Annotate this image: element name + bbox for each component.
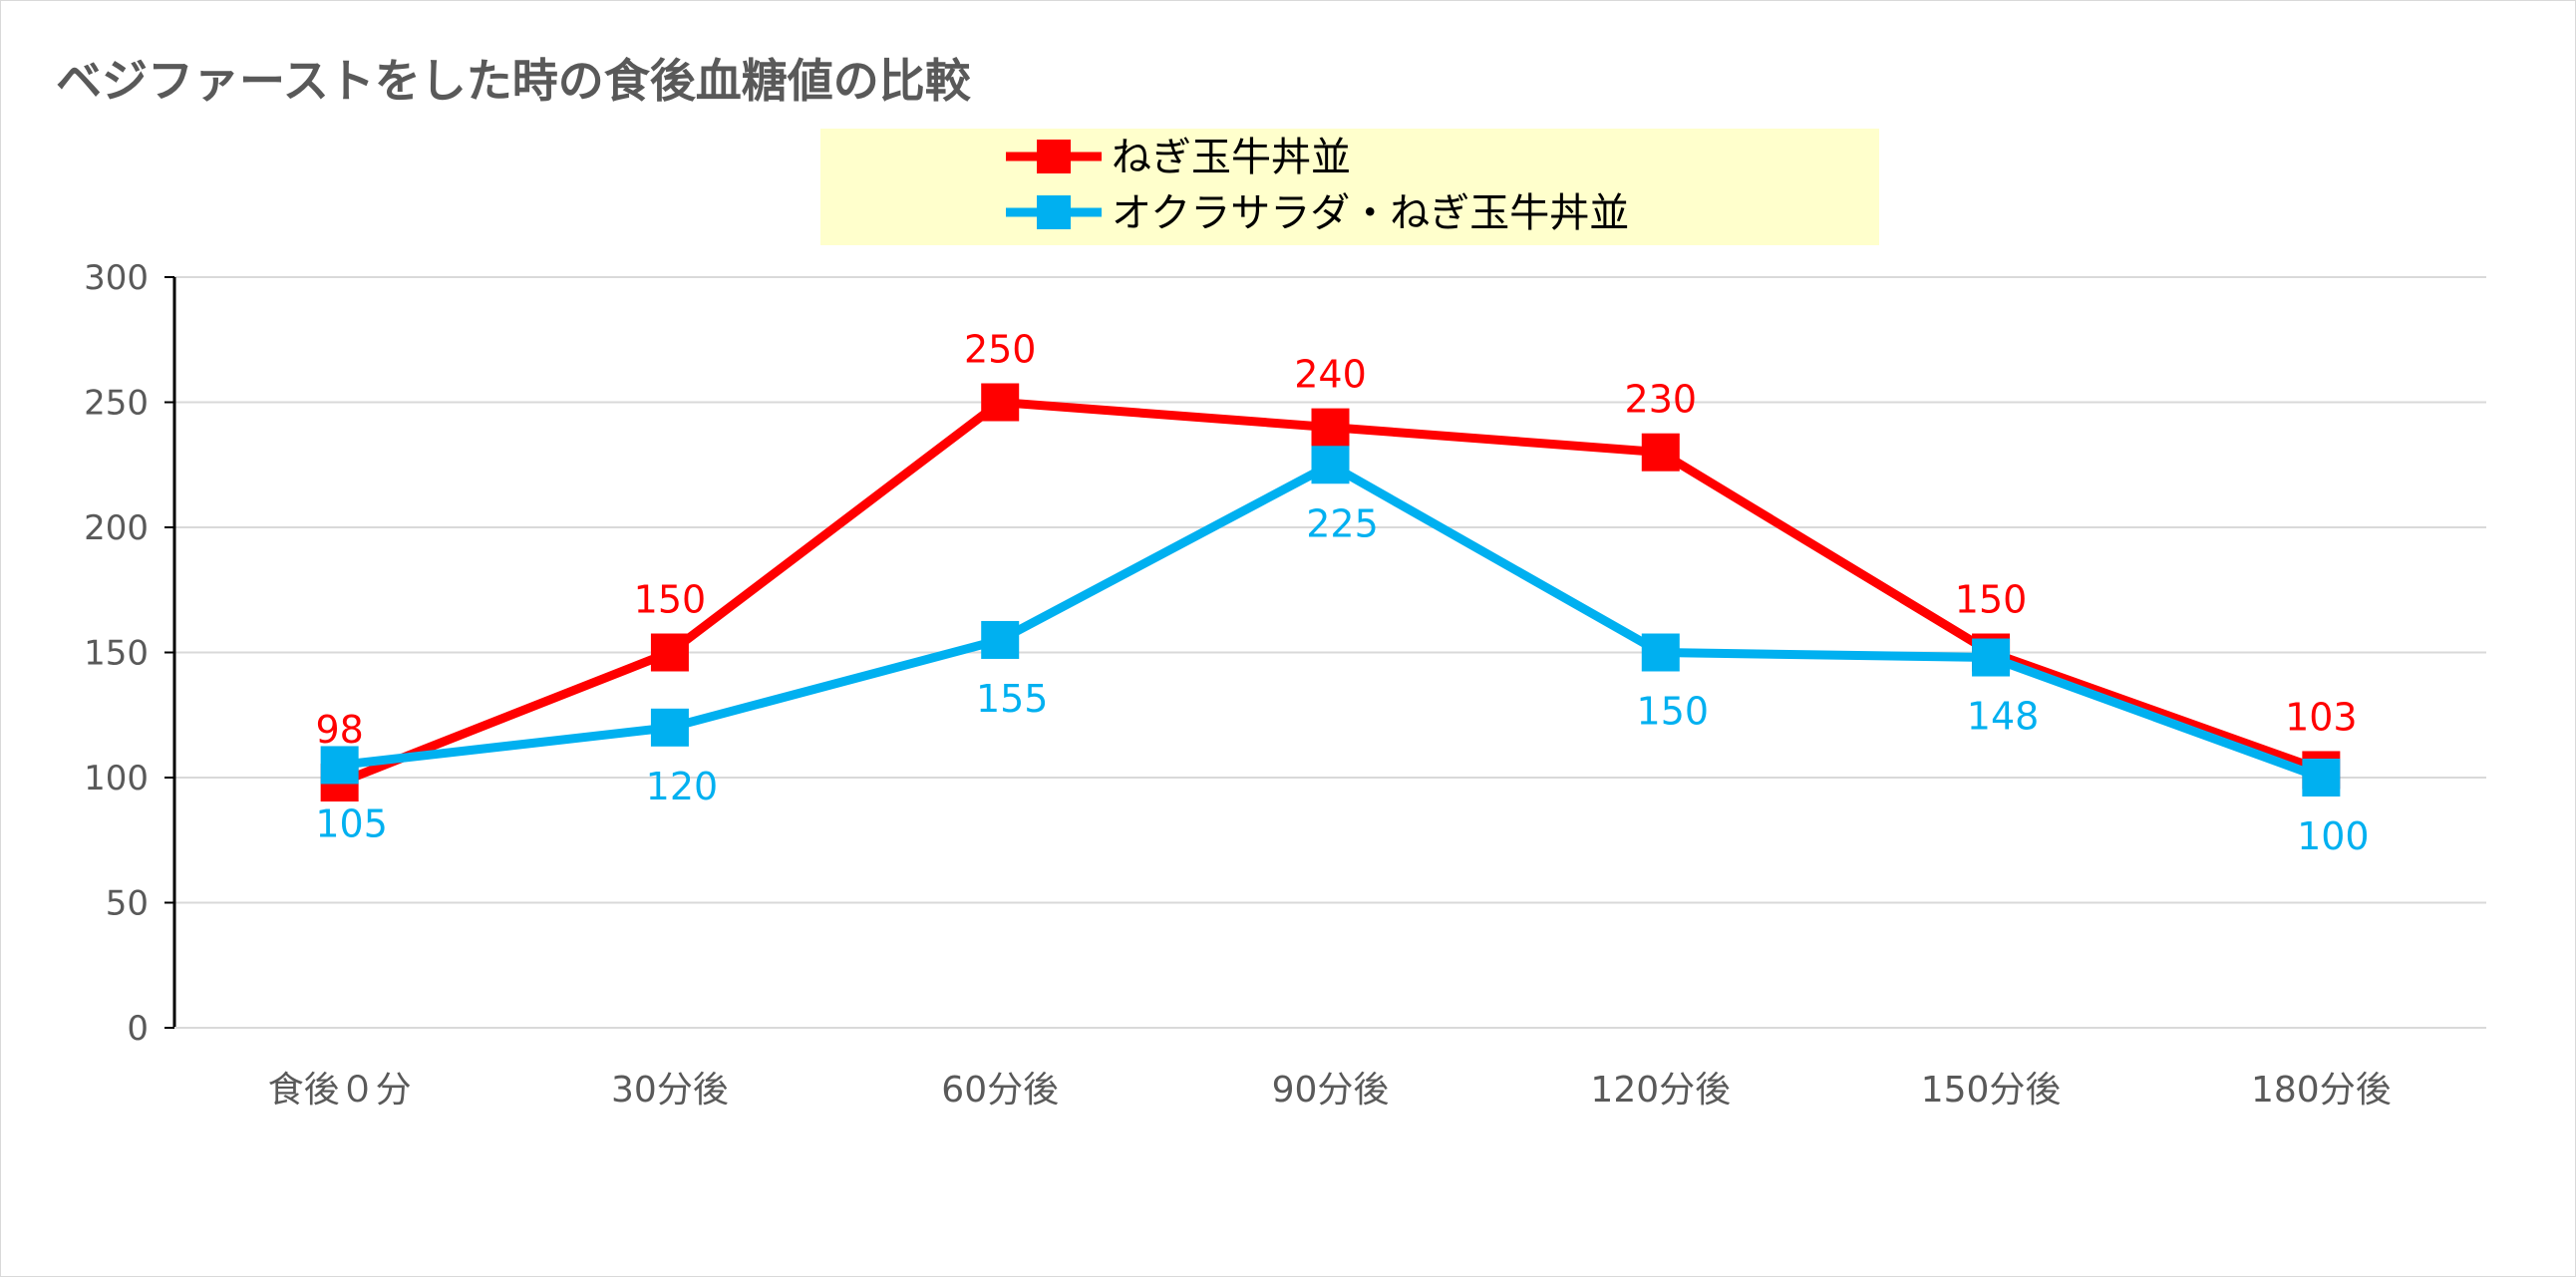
legend-swatch-marker: [1037, 195, 1071, 229]
legend-background: [820, 129, 1879, 245]
data-point: [1641, 633, 1680, 672]
data-label: 225: [1306, 501, 1379, 545]
data-labels: 98 150 250 240 230 150 103 105 120 155 225 150 148 10…: [315, 328, 2369, 859]
data-point: [1972, 638, 2011, 677]
x-axis-ticks: 食後０分 30分後 60分後 90分後 120分後 150分後 180分後: [268, 1070, 2392, 1111]
y-tick-label: 50: [106, 884, 149, 924]
data-label: 105: [315, 801, 388, 845]
chart-title: ベジファーストをした時の食後血糖値の比較: [56, 54, 972, 108]
data-point: [2302, 759, 2341, 797]
data-point: [981, 383, 1020, 422]
x-tick-label: 150分後: [1921, 1070, 2062, 1111]
y-tick-label: 250: [84, 384, 149, 424]
data-point: [650, 633, 689, 672]
x-tick-label: 90分後: [1272, 1070, 1390, 1111]
data-label: 240: [1294, 353, 1367, 397]
gridlines: [174, 276, 2486, 904]
data-label: 120: [646, 765, 719, 808]
data-label: 148: [1967, 695, 2040, 739]
series-layer: [320, 383, 2341, 802]
data-point: [1311, 408, 1350, 447]
legend-label: ねぎ玉牛丼並: [1112, 135, 1351, 180]
y-tick-label: 0: [127, 1009, 149, 1049]
data-label: 250: [964, 328, 1037, 372]
data-point: [1311, 446, 1350, 484]
legend-label: オクラサラダ・ねぎ玉牛丼並: [1112, 190, 1629, 236]
y-tick-label: 100: [84, 759, 149, 798]
data-point: [320, 746, 359, 785]
data-point: [650, 708, 689, 747]
data-label: 230: [1625, 378, 1698, 422]
data-label: 98: [315, 708, 363, 752]
y-tick-label: 200: [84, 508, 149, 548]
data-label: 150: [1955, 578, 2028, 622]
data-label: 150: [634, 578, 707, 622]
x-tick-label: 30分後: [611, 1070, 729, 1111]
x-tick-label: 120分後: [1590, 1070, 1731, 1111]
x-tick-label: 180分後: [2251, 1070, 2392, 1111]
x-tick-label: 食後０分: [268, 1070, 412, 1111]
legend-swatch-marker: [1037, 140, 1071, 173]
data-label: 150: [1637, 690, 1710, 734]
data-point: [1641, 433, 1680, 472]
data-label: 100: [2297, 814, 2370, 858]
y-tick-label: 300: [84, 258, 149, 298]
data-label: 103: [2285, 695, 2358, 739]
x-tick-label: 60分後: [941, 1070, 1059, 1111]
data-label: 155: [976, 677, 1049, 721]
data-point: [981, 620, 1020, 659]
y-axis-ticks: 0 50 100 150 200 250 300: [84, 258, 174, 1049]
y-tick-label: 150: [84, 634, 149, 674]
